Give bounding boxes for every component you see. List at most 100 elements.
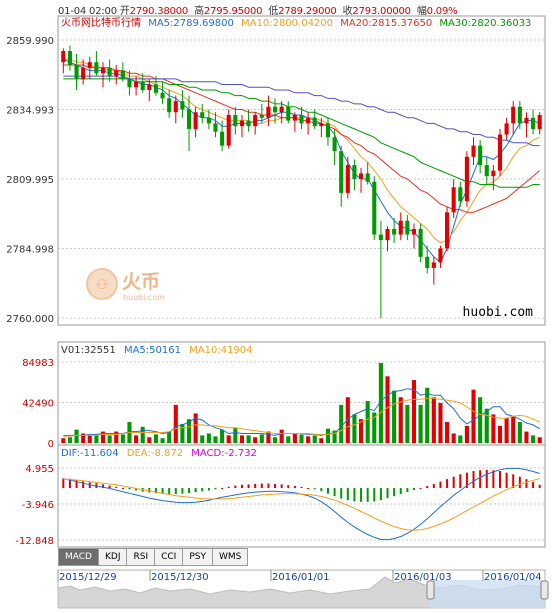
macd-hist-bar bbox=[267, 483, 270, 489]
macd-legend-macd: MACD:-2.732 bbox=[191, 448, 257, 459]
candle-body bbox=[127, 78, 132, 88]
volume-bar bbox=[524, 431, 529, 443]
candle-body bbox=[484, 165, 489, 177]
volume-bar bbox=[431, 397, 436, 443]
timeline-date-label: 2015/12/30 bbox=[151, 572, 209, 583]
ohlc-readout: 01-04 02:00 开2790.38000 高2795.95000 低278… bbox=[58, 2, 460, 17]
macd-hist-bar bbox=[75, 479, 78, 489]
candle-body bbox=[266, 106, 271, 118]
macd-hist-bar bbox=[201, 488, 204, 492]
timeline-date-label: 2016/01/04 bbox=[484, 572, 542, 583]
volume-bar bbox=[226, 435, 231, 443]
volume-bar bbox=[299, 434, 304, 443]
main-legend: 火币网比特币行情 MA5:2789.69800 MA10:2800.04200 … bbox=[61, 16, 531, 29]
macd-hist-bar bbox=[525, 479, 528, 489]
candle-body bbox=[478, 145, 483, 166]
candle-body bbox=[471, 145, 476, 157]
macd-hist-bar bbox=[472, 471, 475, 489]
macd-panel-frame bbox=[57, 444, 546, 548]
macd-hist-bar bbox=[135, 488, 138, 491]
volume-bar bbox=[193, 413, 198, 443]
candle-body bbox=[220, 131, 225, 146]
macd-hist-bar bbox=[234, 485, 237, 489]
timeline-navigator[interactable]: 2015/12/29 2015/12/30 2016/01/01 2016/01/03… bbox=[57, 569, 549, 609]
huobi-watermark: ⚇ 火币 huobi.com huobi.com bbox=[86, 268, 534, 320]
candle-body bbox=[458, 187, 463, 202]
macd-hist-bar bbox=[512, 474, 515, 489]
macd-hist-bar bbox=[254, 483, 257, 489]
ohlc-close: 2793.00000 bbox=[352, 6, 411, 17]
macd-hist-bar bbox=[346, 488, 349, 501]
tab-kdj[interactable]: KDJ bbox=[98, 548, 128, 566]
volume-bar bbox=[464, 425, 469, 443]
candle-body bbox=[286, 106, 291, 121]
main-price-panel[interactable]: 2859.990 2834.993 2809.995 2784.998 2760.000… bbox=[6, 15, 546, 326]
volume-panel[interactable]: 84983 42490 0 V01:32551 MA5:50161 MA10:419… bbox=[22, 341, 546, 450]
macd-hist-bar bbox=[360, 488, 363, 502]
volume-bar bbox=[398, 397, 403, 443]
candle-body bbox=[259, 115, 264, 118]
candle-body bbox=[94, 62, 99, 74]
ohlc-open: 2790.38000 bbox=[129, 6, 189, 17]
tab-macd[interactable]: MACD bbox=[58, 548, 99, 566]
candle-body bbox=[140, 81, 145, 91]
main-y-tick-label: 2834.993 bbox=[6, 105, 54, 116]
candle-body bbox=[87, 62, 92, 68]
candle-body bbox=[299, 115, 304, 124]
tab-cci[interactable]: CCI bbox=[155, 548, 184, 566]
candle-body bbox=[517, 106, 522, 124]
candle-body bbox=[160, 92, 165, 99]
volume-bar bbox=[517, 422, 522, 443]
macd-legend: DIF:-11.604 DEA:-8.872 MACD:-2.732 bbox=[61, 448, 257, 459]
timeline-left-handle[interactable] bbox=[426, 580, 435, 600]
huobi-logo-glyph: ⚇ bbox=[96, 278, 108, 293]
timeline-selected-range[interactable] bbox=[430, 580, 545, 608]
site-watermark: huobi.com bbox=[463, 305, 534, 320]
ohlc-low-label: 低 bbox=[268, 6, 279, 17]
volume-bar bbox=[372, 412, 377, 443]
candle-body bbox=[253, 115, 258, 127]
volume-bar bbox=[332, 430, 337, 443]
candle-body bbox=[213, 123, 218, 132]
tab-psy[interactable]: PSY bbox=[183, 548, 213, 566]
vol-legend-vol: V01:32551 bbox=[61, 345, 116, 356]
ohlc-time: 01-04 02:00 bbox=[58, 6, 117, 17]
volume-bar bbox=[497, 425, 503, 443]
volume-bar bbox=[392, 390, 397, 443]
volume-bar bbox=[405, 404, 410, 443]
volume-y-tick-label: 0 bbox=[48, 439, 54, 450]
volume-bar bbox=[147, 437, 152, 443]
volume-bar bbox=[451, 433, 456, 443]
volume-bar bbox=[385, 376, 390, 443]
macd-hist-bar bbox=[452, 476, 455, 489]
candle-body bbox=[491, 170, 496, 177]
macd-hist-bar bbox=[366, 488, 369, 502]
candle-body bbox=[431, 262, 436, 268]
volume-bar bbox=[100, 431, 106, 443]
tab-wms[interactable]: WMS bbox=[212, 548, 249, 566]
volume-y-tick-label: 84983 bbox=[22, 358, 54, 369]
candle-body bbox=[114, 70, 119, 77]
candle-body bbox=[186, 109, 192, 129]
ohlc-low: 2789.29000 bbox=[278, 6, 337, 17]
macd-hist-bar bbox=[121, 488, 124, 490]
volume-bar bbox=[259, 434, 264, 443]
macd-hist-bar bbox=[188, 488, 191, 493]
volume-bar bbox=[200, 435, 205, 443]
macd-y-tick-label: -12.848 bbox=[15, 536, 54, 547]
candle-body bbox=[173, 101, 178, 113]
volume-bar bbox=[478, 397, 483, 443]
volume-legend: V01:32551 MA5:50161 MA10:41904 bbox=[61, 345, 253, 356]
volume-bar bbox=[378, 362, 383, 443]
macd-hist-bar bbox=[194, 488, 197, 493]
timeline-right-handle[interactable] bbox=[540, 580, 549, 600]
macd-hist-bar bbox=[379, 488, 382, 501]
volume-ma-lines bbox=[63, 388, 540, 437]
macd-hist-bar bbox=[300, 486, 303, 489]
volume-bar bbox=[531, 435, 536, 443]
tab-rsi[interactable]: RSI bbox=[127, 548, 156, 566]
legend-ma20: MA20:2815.37650 bbox=[340, 18, 432, 29]
macd-panel[interactable]: 4.955 -3.946 -12.848 DIF:-11.604 DEA:-8.87… bbox=[15, 444, 546, 548]
macd-hist-bar bbox=[340, 488, 343, 499]
candle-body bbox=[120, 70, 125, 79]
